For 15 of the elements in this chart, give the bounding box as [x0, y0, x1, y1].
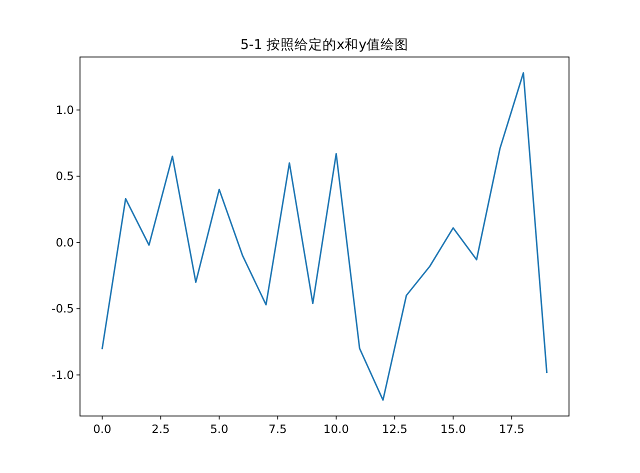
x-tick-label: 2.5	[152, 422, 170, 436]
x-tick-label: 7.5	[268, 422, 287, 436]
line-series	[101, 72, 548, 401]
y-tick-label: -1.0	[52, 368, 74, 382]
y-tick-label: 0.5	[56, 169, 74, 184]
x-tick-label: 5.0	[210, 422, 228, 436]
chart-title: 5-1 按照给定的x和y值绘图	[240, 37, 409, 53]
y-tick-label: 0.0	[56, 235, 74, 250]
x-tick-label: 10.0	[323, 422, 350, 436]
y-tick-label: 1.0	[56, 102, 74, 117]
x-tick-label: 15.0	[440, 422, 466, 436]
y-tick-label: -0.5	[52, 302, 74, 316]
x-tick-label: 12.5	[382, 422, 408, 436]
x-tick-label: 0.0	[93, 422, 112, 436]
x-tick-label: 17.5	[498, 422, 524, 436]
